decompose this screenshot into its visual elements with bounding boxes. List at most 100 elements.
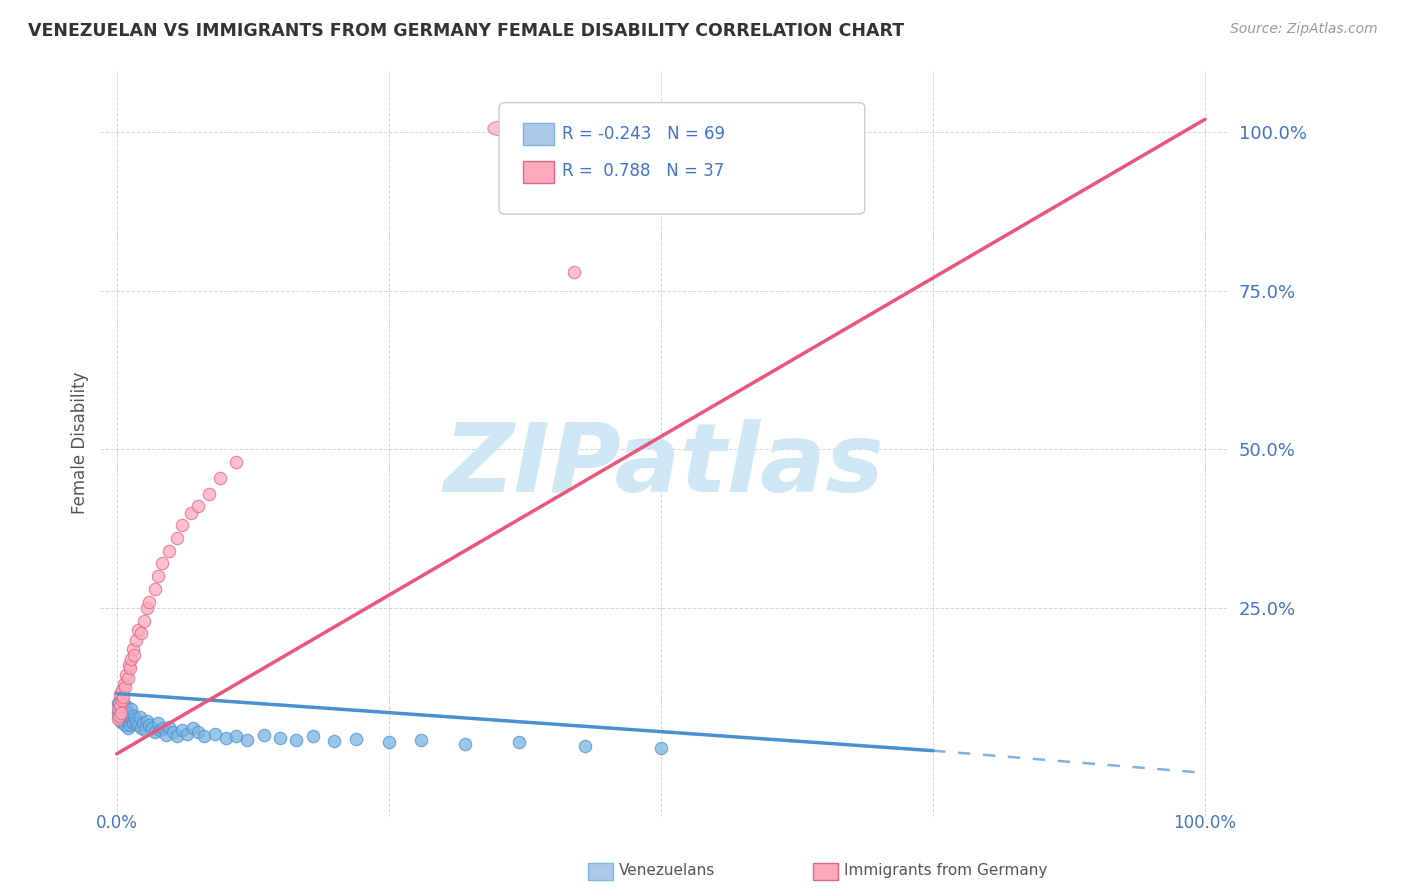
Point [108, 687, 131, 701]
Point [122, 648, 145, 663]
Point [138, 594, 160, 608]
Point [127, 623, 149, 637]
Point [650, 740, 672, 755]
Point [129, 722, 152, 736]
Point [378, 735, 401, 749]
Point [143, 724, 166, 739]
Point [108, 702, 131, 716]
Point [155, 728, 177, 742]
Point [236, 732, 259, 747]
Point [149, 723, 172, 737]
Point [136, 714, 159, 728]
Point [225, 729, 247, 743]
Point [111, 699, 134, 714]
Point [117, 722, 139, 736]
Point [225, 455, 247, 469]
Point [301, 729, 323, 743]
Point [128, 710, 150, 724]
Point [162, 724, 184, 739]
Y-axis label: Female Disability: Female Disability [72, 372, 89, 514]
Point [132, 614, 155, 628]
Point [187, 500, 209, 514]
Point [125, 632, 148, 647]
Point [166, 729, 188, 743]
Point [180, 506, 202, 520]
Point [176, 726, 198, 740]
Point [157, 543, 180, 558]
Point [120, 702, 142, 716]
Point [198, 486, 221, 500]
Point [117, 715, 139, 730]
Point [252, 728, 274, 742]
Point [136, 601, 159, 615]
Point [170, 723, 193, 737]
Point [181, 722, 204, 736]
Point [170, 518, 193, 533]
Point [107, 706, 129, 720]
Point [166, 531, 188, 545]
Point [112, 690, 135, 704]
Point [112, 706, 135, 720]
Point [138, 718, 160, 732]
Point [122, 642, 145, 657]
Point [110, 704, 132, 718]
Point [108, 696, 131, 710]
Point [117, 707, 139, 722]
Text: VENEZUELAN VS IMMIGRANTS FROM GERMANY FEMALE DISABILITY CORRELATION CHART: VENEZUELAN VS IMMIGRANTS FROM GERMANY FE… [28, 22, 904, 40]
Text: Immigrants from Germany: Immigrants from Germany [844, 863, 1047, 878]
Point [214, 731, 236, 745]
Point [411, 732, 433, 747]
Point [110, 715, 132, 730]
Point [508, 735, 530, 749]
Point [269, 731, 291, 745]
Point [132, 716, 155, 731]
Point [193, 729, 215, 743]
Point [112, 698, 135, 712]
Point [122, 716, 145, 731]
Point [187, 724, 209, 739]
Point [107, 712, 129, 726]
Point [204, 726, 226, 740]
Point [120, 651, 142, 665]
Point [108, 693, 131, 707]
Point [323, 734, 346, 748]
Point [118, 710, 141, 724]
Point [146, 569, 169, 583]
Text: ZIPatlas: ZIPatlas [443, 419, 884, 512]
Point [124, 712, 146, 726]
Point [285, 732, 308, 747]
Point [114, 704, 136, 718]
Point [108, 708, 131, 723]
Point [111, 714, 134, 728]
Point [118, 658, 141, 673]
Point [150, 557, 173, 571]
Point [344, 731, 367, 746]
Point [152, 722, 174, 736]
Point [122, 708, 145, 723]
Point [112, 710, 135, 724]
Point [118, 661, 141, 675]
Point [115, 667, 138, 681]
Point [143, 582, 166, 596]
Point [118, 718, 141, 732]
Point [125, 715, 148, 730]
Text: Source: ZipAtlas.com: Source: ZipAtlas.com [1230, 22, 1378, 37]
Point [108, 699, 131, 714]
Point [115, 699, 138, 714]
Point [141, 722, 163, 736]
Point [209, 471, 232, 485]
Point [562, 264, 585, 278]
Point [114, 718, 136, 732]
Point [115, 712, 138, 726]
Point [111, 683, 134, 698]
Text: 0.0%: 0.0% [96, 814, 138, 832]
Point [574, 739, 596, 754]
Point [157, 720, 180, 734]
Point [111, 693, 134, 707]
Point [129, 626, 152, 640]
Point [146, 716, 169, 731]
Text: R =  0.788   N = 37: R = 0.788 N = 37 [562, 162, 724, 180]
Point [107, 702, 129, 716]
Point [108, 712, 131, 726]
Point [117, 671, 139, 685]
